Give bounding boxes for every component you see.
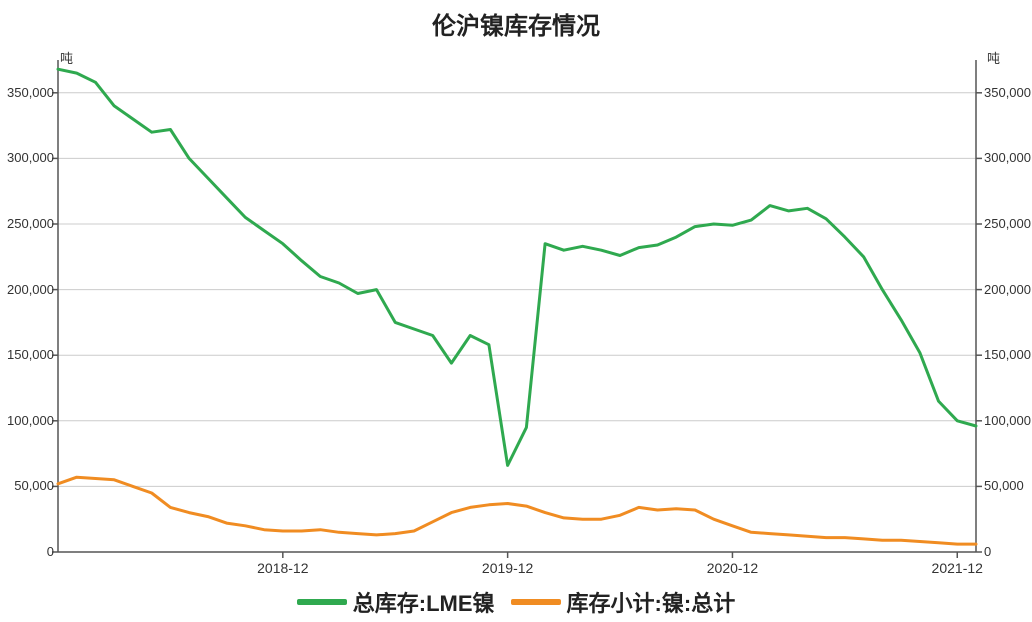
y-tick-label-left: 0 [2,544,54,559]
y-tick-label-left: 200,000 [2,282,54,297]
legend-label-1: 库存小计:镍:总计 [567,586,736,618]
x-tick-label: 2021-12 [932,560,983,576]
x-tick-label: 2020-12 [707,560,758,576]
x-tick-label: 2019-12 [482,560,533,576]
y-tick-label-left: 50,000 [2,478,54,493]
legend-item-0: 总库存:LME镍 [297,586,495,618]
y-tick-label-left: 100,000 [2,413,54,428]
legend-swatch-0 [297,599,347,605]
legend: 总库存:LME镍 库存小计:镍:总计 [0,586,1032,618]
y-tick-label-left: 350,000 [2,85,54,100]
y-tick-label-right: 250,000 [984,216,1032,231]
y-tick-label-right: 100,000 [984,413,1032,428]
legend-swatch-1 [511,599,561,605]
chart-plot [58,60,976,552]
legend-item-1: 库存小计:镍:总计 [511,586,736,618]
y-tick-label-left: 300,000 [2,150,54,165]
y-tick-label-right: 50,000 [984,478,1032,493]
chart-title: 伦沪镍库存情况 [0,6,1032,41]
legend-label-0: 总库存:LME镍 [353,586,495,618]
y-tick-label-right: 200,000 [984,282,1032,297]
y-tick-label-right: 350,000 [984,85,1032,100]
y-tick-label-right: 0 [984,544,1032,559]
y-tick-label-left: 250,000 [2,216,54,231]
unit-label-right: 吨 [987,48,1000,67]
chart-container: 伦沪镍库存情况 吨 吨 050,000100,000150,000200,000… [0,0,1032,622]
y-tick-label-left: 150,000 [2,347,54,362]
y-tick-label-right: 150,000 [984,347,1032,362]
y-tick-label-right: 300,000 [984,150,1032,165]
x-tick-label: 2018-12 [257,560,308,576]
